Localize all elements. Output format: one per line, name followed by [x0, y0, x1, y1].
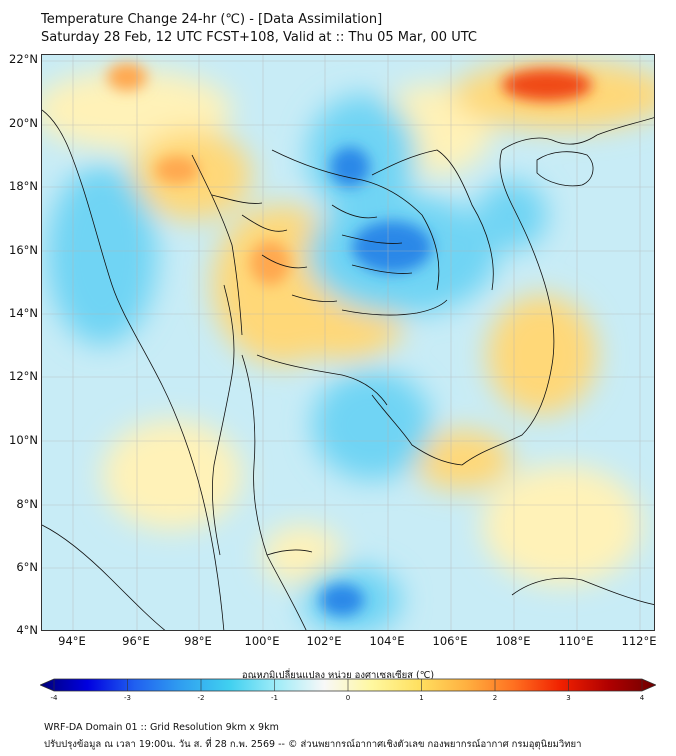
coastline-cambodia [371, 394, 463, 466]
coastline-south-china [596, 117, 654, 136]
lon-label-106e: 106°E [432, 634, 468, 648]
coastline-gulf-west [241, 354, 307, 630]
border-myanmar-thailand [191, 154, 243, 336]
cold-core-south [320, 584, 364, 616]
colorbar-tick-label: 4 [639, 694, 645, 702]
lon-label-104e: 104°E [369, 634, 405, 648]
coastline-sumatra [42, 524, 166, 630]
lat-label-18n: 18°N [9, 179, 38, 193]
warm-core-myanmar [155, 156, 199, 184]
warm-area-mekong-delta [412, 430, 512, 490]
warm-core-northwest [107, 63, 147, 91]
lat-lon-grid [42, 55, 654, 630]
border-internal-thailand [211, 194, 338, 303]
colorbar-tick-label: -1 [271, 694, 278, 702]
cool-area-vietnam-north [477, 180, 547, 250]
warm-area-south-sea [482, 465, 642, 585]
colorbar-tick-label: -4 [50, 694, 58, 702]
lat-label-10n: 10°N [9, 433, 38, 447]
lat-label-8n: 8°N [16, 497, 38, 511]
map-subtitle: Saturday 28 Feb, 12 UTC FCST+108, Valid … [41, 30, 477, 45]
coastline-hainan [536, 151, 594, 187]
colorbar-title: อุณหภูมิเปลี่ยนแปลง หน่วย องศาเซลเซียส (… [241, 670, 435, 681]
cold-core-northeast [352, 221, 432, 273]
cool-area-gulf [312, 370, 432, 480]
cold-core-laos [330, 147, 370, 187]
cool-area-west [47, 165, 157, 345]
colorbar-tick-label: -2 [197, 694, 205, 702]
lat-label-14n: 14°N [9, 306, 38, 320]
hot-core-south-china [502, 69, 592, 101]
lon-label-102e: 102°E [306, 634, 342, 648]
temperature-change-map [41, 54, 655, 631]
border-malaysia [266, 549, 313, 556]
colorbar-tick-label: 0 [345, 694, 351, 702]
border-internal-northeast [331, 204, 413, 274]
colorbar-tick-label: -3 [124, 694, 131, 702]
coastline-gulf-north [256, 354, 388, 406]
lat-label-6n: 6°N [16, 560, 38, 574]
temperature-extremes [107, 63, 592, 616]
warm-area-andaman [102, 420, 242, 530]
coastline-tonkin [501, 134, 598, 151]
lon-label-108e: 108°E [495, 634, 531, 648]
colorbar-tick-label: 2 [492, 694, 498, 702]
coastlines-and-borders [42, 109, 654, 630]
map-title: Temperature Change 24-hr (℃) - [Data Ass… [41, 12, 383, 27]
lat-label-22n: 22°N [9, 52, 38, 66]
warm-area-malay [262, 525, 342, 585]
coastline-andaman [211, 284, 235, 556]
coastline-vietnam [461, 149, 555, 466]
lat-label-16n: 16°N [9, 243, 38, 257]
colorbar-tick-label: 3 [566, 694, 571, 702]
border-thailand-cambodia [341, 299, 448, 316]
hot-core-thailand [250, 241, 290, 285]
colorbar-tick-label: 1 [419, 694, 424, 702]
border-thailand-laos [271, 149, 440, 291]
warm-area-south-china-sea [487, 295, 597, 415]
coastline-borneo [511, 577, 654, 605]
lon-label-112e: 112°E [621, 634, 657, 648]
coastline-mainland [42, 109, 225, 630]
lon-label-98e: 98°E [184, 634, 212, 648]
lat-label-20n: 20°N [9, 116, 38, 130]
lon-label-94e: 94°E [58, 634, 86, 648]
map-canvas [42, 55, 654, 630]
lon-label-110e: 110°E [558, 634, 594, 648]
lon-label-96e: 96°E [122, 634, 150, 648]
colorbar [40, 678, 656, 692]
update-credit: ปรับปรุงข้อมูล ณ เวลา 19:00น. วัน ส. ที่… [44, 739, 582, 750]
lat-label-12n: 12°N [9, 369, 38, 383]
border-laos-vietnam [371, 149, 494, 291]
model-info: WRF-DA Domain 01 :: Grid Resolution 9km … [44, 722, 279, 733]
lon-label-100e: 100°E [244, 634, 280, 648]
lat-label-4n: 4°N [16, 623, 38, 637]
